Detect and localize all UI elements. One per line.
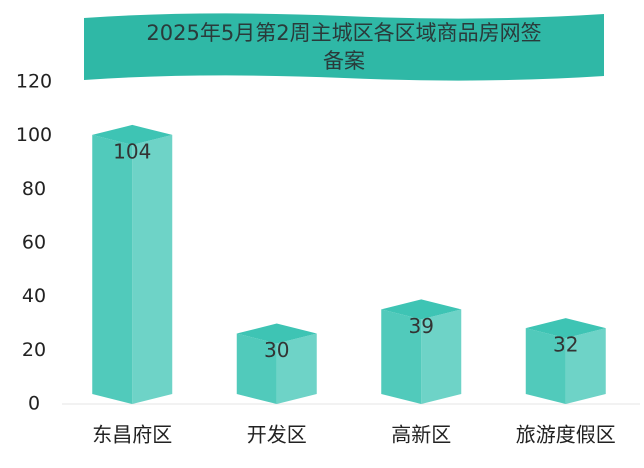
value-label: 32 <box>553 333 578 357</box>
bar-side <box>132 134 173 404</box>
x-tick-label: 东昌府区 <box>92 423 172 447</box>
x-tick-label: 旅游度假区 <box>516 423 616 447</box>
bar-front <box>525 328 566 404</box>
bar-side <box>421 309 462 404</box>
y-tick-label: 80 <box>22 178 46 200</box>
bar-side <box>565 328 606 404</box>
bar-top <box>236 323 317 344</box>
bar-side <box>276 333 317 404</box>
bar-front <box>236 333 277 404</box>
bar-top <box>525 318 606 339</box>
y-tick-label: 0 <box>28 393 40 415</box>
title-banner <box>84 13 604 81</box>
y-tick-label: 60 <box>22 232 46 254</box>
bar-front <box>92 134 133 404</box>
value-label: 30 <box>264 338 289 362</box>
value-label: 39 <box>409 314 434 338</box>
x-tick-label: 高新区 <box>391 423 451 447</box>
bar-front <box>381 309 422 404</box>
x-tick-label: 开发区 <box>247 423 307 447</box>
y-tick-label: 40 <box>22 285 46 307</box>
value-label: 104 <box>113 139 151 163</box>
bar-top <box>92 124 173 145</box>
chart-title: 2025年5月第2周主城区各区域商品房网签备案 <box>146 21 541 73</box>
y-tick-label: 100 <box>16 124 52 146</box>
y-tick-label: 20 <box>22 339 46 361</box>
y-tick-label: 120 <box>16 71 52 93</box>
bar-top <box>381 299 462 320</box>
